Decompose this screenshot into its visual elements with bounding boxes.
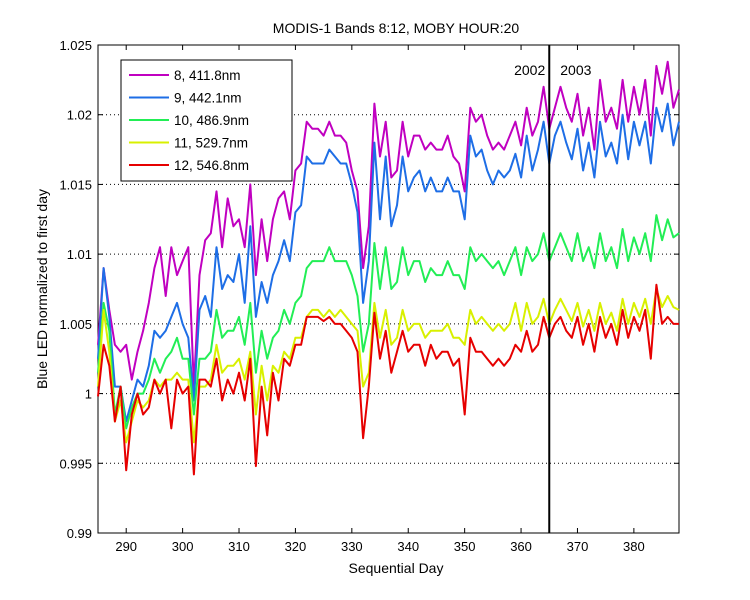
- series-line: [97, 60, 680, 388]
- x-tick-label: 360: [510, 539, 532, 554]
- series-lines: [97, 60, 680, 476]
- legend-label: 12, 546.8nm: [174, 158, 249, 173]
- x-tick-labels: 290 300 310 320 330 340 350 360 370 380: [115, 539, 644, 554]
- y-tick-label: 1: [85, 387, 92, 402]
- legend-label: 11, 529.7nm: [174, 136, 248, 151]
- legend-label: 9, 442.1nm: [174, 91, 242, 106]
- y-tick-label: 1.005: [59, 317, 92, 332]
- x-tick-label: 340: [397, 539, 419, 554]
- x-tick-label: 370: [567, 539, 589, 554]
- y-tick-label: 1.02: [67, 108, 92, 123]
- y-tick-label: 1.015: [59, 177, 92, 192]
- x-tick-label: 310: [228, 539, 250, 554]
- y-tick-labels: 0.99 0.995 1 1.005 1.01 1.015 1.02 1.025: [59, 38, 92, 541]
- y-tick-label: 0.99: [67, 526, 92, 541]
- year-label-2003: 2003: [560, 62, 591, 78]
- legend-label: 10, 486.9nm: [174, 113, 249, 128]
- x-tick-label: 330: [341, 539, 363, 554]
- x-tick-label: 350: [454, 539, 476, 554]
- legend: 8, 411.8nm 9, 442.1nm 10, 486.9nm 11, 529.7…: [120, 59, 293, 182]
- series-line: [97, 102, 680, 423]
- legend-label: 8, 411.8nm: [174, 68, 241, 83]
- x-tick-label: 300: [172, 539, 194, 554]
- y-tick-label: 0.995: [59, 456, 92, 471]
- y-tick-label: 1.025: [59, 38, 92, 53]
- series-line: [97, 288, 680, 444]
- series-line: [97, 283, 679, 476]
- series-line: [97, 214, 680, 430]
- x-tick-label: 290: [115, 539, 137, 554]
- y-axis-label: Blue LED normalized to first day: [34, 189, 50, 389]
- plot-frame: [97, 44, 680, 534]
- x-tick-label: 380: [623, 539, 645, 554]
- chart-title: MODIS-1 Bands 8:12, MOBY HOUR:20: [273, 20, 520, 36]
- x-tick-label: 320: [285, 539, 307, 554]
- y-tick-label: 1.01: [67, 247, 92, 262]
- x-axis-label: Sequential Day: [349, 560, 444, 576]
- year-label-2002: 2002: [514, 62, 545, 78]
